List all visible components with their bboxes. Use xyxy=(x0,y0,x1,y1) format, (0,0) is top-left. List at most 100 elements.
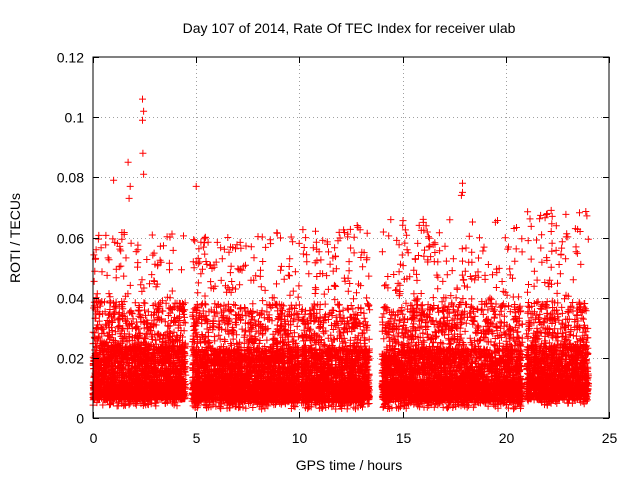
data-point xyxy=(151,336,159,344)
data-point xyxy=(218,255,226,263)
data-point xyxy=(199,265,206,273)
data-point xyxy=(224,234,232,241)
data-points xyxy=(89,95,592,413)
data-point xyxy=(91,267,99,275)
data-point xyxy=(220,301,228,309)
data-point xyxy=(202,301,210,309)
data-point xyxy=(117,262,125,270)
data-point xyxy=(138,276,146,284)
data-point xyxy=(238,266,246,274)
data-point xyxy=(241,304,249,311)
data-point xyxy=(132,248,140,256)
data-point xyxy=(104,254,112,262)
data-point xyxy=(264,315,272,323)
data-point xyxy=(273,229,281,237)
data-point xyxy=(137,281,145,289)
data-point xyxy=(256,272,264,280)
data-point xyxy=(217,276,225,284)
data-point xyxy=(178,266,185,274)
data-point xyxy=(294,293,302,301)
data-point xyxy=(263,336,271,344)
data-point xyxy=(295,282,303,290)
data-point xyxy=(277,234,284,242)
data-point xyxy=(270,294,278,302)
data-point xyxy=(180,232,187,240)
data-point xyxy=(242,261,249,269)
data-point xyxy=(197,270,205,278)
data-point xyxy=(93,290,101,298)
data-point xyxy=(160,242,167,250)
data-point xyxy=(266,236,274,244)
data-point xyxy=(105,256,113,264)
data-point xyxy=(294,333,302,341)
data-point xyxy=(277,266,285,274)
data-point xyxy=(111,302,119,310)
data-point xyxy=(195,245,203,253)
data-point xyxy=(286,255,294,263)
data-point xyxy=(131,299,139,307)
data-point xyxy=(236,281,244,289)
data-point xyxy=(257,283,265,291)
data-point xyxy=(259,258,267,265)
data-point xyxy=(106,293,114,301)
data-point xyxy=(95,231,103,239)
data-point xyxy=(289,238,297,246)
data-point xyxy=(127,239,135,247)
data-point xyxy=(286,291,294,299)
data-point xyxy=(122,292,130,300)
data-point xyxy=(132,324,139,332)
data-point xyxy=(120,272,128,280)
data-point xyxy=(148,231,156,239)
data-point xyxy=(165,259,173,267)
data-point xyxy=(194,279,202,287)
data-point xyxy=(201,292,209,300)
data-point xyxy=(295,239,303,247)
data-point xyxy=(201,250,209,258)
data-point xyxy=(143,256,151,263)
data-point xyxy=(103,271,111,279)
data-point xyxy=(247,243,255,251)
data-point xyxy=(194,289,202,297)
data-point xyxy=(217,244,225,252)
data-point xyxy=(105,332,113,340)
data-point xyxy=(207,261,214,269)
data-point xyxy=(280,275,288,283)
data-point xyxy=(273,280,280,288)
data-point xyxy=(98,268,106,276)
data-point xyxy=(262,243,270,251)
data-point xyxy=(148,271,156,279)
data-point xyxy=(105,311,112,319)
data-point xyxy=(166,266,173,274)
data-point xyxy=(261,286,269,294)
data-point xyxy=(249,300,257,308)
data-point xyxy=(287,233,295,241)
data-point xyxy=(227,262,235,270)
data-point xyxy=(181,313,188,321)
data-point xyxy=(101,308,109,316)
data-point xyxy=(196,258,204,266)
data-point xyxy=(221,336,229,344)
data-point xyxy=(169,246,177,254)
data-point xyxy=(226,269,234,277)
data-point xyxy=(250,254,258,262)
data-point xyxy=(277,262,285,270)
data-point xyxy=(207,278,215,286)
data-point xyxy=(161,318,169,326)
data-point xyxy=(213,238,221,246)
data-point xyxy=(90,277,98,285)
data-point xyxy=(291,268,299,276)
data-point xyxy=(285,263,293,270)
data-point xyxy=(286,272,293,280)
data-point xyxy=(134,259,142,267)
data-point xyxy=(117,247,125,255)
data-point xyxy=(134,306,142,314)
data-point xyxy=(257,266,264,274)
data-point xyxy=(122,254,130,262)
data-point xyxy=(289,287,297,295)
data-point xyxy=(168,287,176,295)
data-point xyxy=(258,233,266,241)
data-point xyxy=(105,290,113,298)
data-point xyxy=(228,278,236,285)
data-point xyxy=(126,281,134,289)
